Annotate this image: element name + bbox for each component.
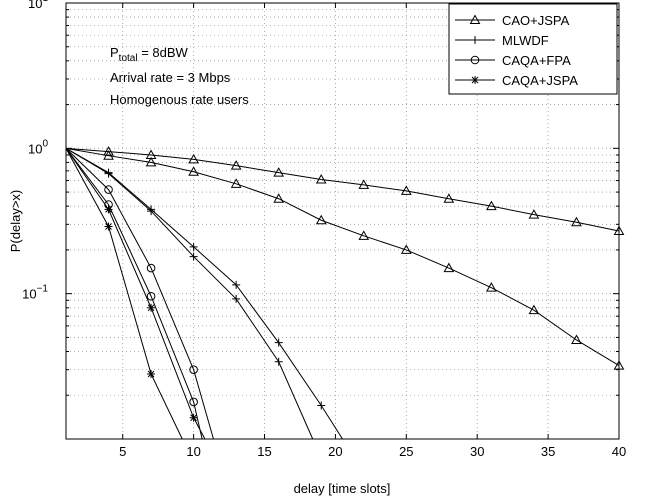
marker-triangle <box>528 209 540 219</box>
y-tick-label-exponent: 1 <box>42 0 48 4</box>
series-line <box>65 147 343 440</box>
marker-plus <box>189 242 198 251</box>
marker-triangle <box>273 193 285 203</box>
series-line <box>65 147 620 232</box>
y-tick-label-exponent: 0 <box>42 138 48 149</box>
series-line <box>65 147 620 367</box>
marker-triangle <box>230 160 242 170</box>
marker-triangle <box>528 304 540 315</box>
marker-star <box>189 413 198 422</box>
marker-triangle <box>469 14 481 24</box>
y-tick-label-base: 10 <box>28 0 42 11</box>
marker-star <box>147 303 156 312</box>
marker-triangle <box>400 244 412 254</box>
marker-plus <box>232 280 241 289</box>
marker-plus <box>317 401 326 410</box>
marker-plus <box>189 252 198 261</box>
x-tick-label: 40 <box>612 444 626 459</box>
y-tick-labels: 10−1100101 <box>22 0 48 302</box>
annotation-arrival-rate: Arrival rate = 3 Mbps <box>110 70 231 85</box>
y-tick-label-exponent: −1 <box>37 284 49 295</box>
marker-triangle <box>273 167 285 177</box>
marker-triangle <box>571 216 582 227</box>
series-line <box>65 147 214 440</box>
marker-circle <box>104 185 113 194</box>
legend-item-mlwdf: MLWDF <box>455 33 549 48</box>
marker-plus <box>274 357 283 366</box>
x-axis-label: delay [time slots] <box>294 481 391 496</box>
y-tick-label-base: 10 <box>22 287 36 302</box>
x-tick-labels: 5 10 15 20 25 30 35 40 <box>119 444 626 459</box>
marker-star <box>104 222 113 231</box>
x-tick-label: 15 <box>257 444 271 459</box>
x-tick-label: 5 <box>119 444 126 459</box>
marker-triangle <box>145 156 157 167</box>
marker-triangle <box>443 262 455 273</box>
legend: CAO+JSPA MLWDF CAQA+FPA CAQA+JSPA <box>448 3 618 95</box>
series-caqa-jspa <box>65 148 183 440</box>
series-caqa-jspa <box>65 148 206 440</box>
legend-label: CAQA+FPA <box>502 53 571 68</box>
y-tick-label: 10−1 <box>22 284 48 302</box>
marker-triangle <box>400 185 412 195</box>
annotation-ptotal-subscript: total <box>119 53 138 64</box>
x-tick-label: 10 <box>186 444 200 459</box>
marker-star <box>104 205 113 214</box>
series-line <box>65 148 183 440</box>
axis-ticks <box>66 3 620 439</box>
marker-circle <box>146 291 156 301</box>
series-line <box>65 148 203 440</box>
marker-circle <box>470 55 480 65</box>
marker-plus <box>104 169 113 178</box>
marker-triangle <box>230 178 242 188</box>
marker-plus <box>274 338 283 347</box>
x-tick-label: 35 <box>541 444 555 459</box>
marker-circle <box>189 397 198 407</box>
y-axis-label: P(delay>x) <box>8 190 23 253</box>
marker-circle <box>146 263 156 273</box>
marker-triangle <box>103 146 114 156</box>
annotation-ptotal-value: = 8dBW <box>138 45 189 60</box>
marker-triangle <box>188 166 199 176</box>
marker-plus <box>471 36 479 44</box>
marker-plus <box>147 207 156 216</box>
series-group <box>65 146 625 440</box>
marker-triangle <box>571 334 582 344</box>
marker-triangle <box>358 179 370 189</box>
y-tick-label: 100 <box>28 138 48 156</box>
marker-plus <box>232 294 241 303</box>
marker-triangle <box>486 282 497 292</box>
series-cao-jspa <box>65 146 625 235</box>
plot-frame <box>65 2 620 440</box>
marker-star <box>471 76 479 84</box>
annotation-ptotal: Ptotal = 8dBW <box>110 45 189 64</box>
marker-triangle <box>358 230 370 240</box>
annotation-group: Ptotal = 8dBW Arrival rate = 3 Mbps Homo… <box>110 45 249 107</box>
marker-circle <box>189 365 198 374</box>
series-mlwdf <box>65 147 314 440</box>
y-tick-label-base: 10 <box>28 141 42 156</box>
legend-label: CAQA+JSPA <box>502 73 578 88</box>
legend-item-cao-jspa: CAO+JSPA <box>455 13 570 28</box>
marker-triangle <box>315 214 327 225</box>
marker-triangle <box>103 150 114 160</box>
legend-item-caqa-jspa: CAQA+JSPA <box>455 73 578 88</box>
legend-item-caqa-fpa: CAQA+FPA <box>455 53 571 68</box>
x-tick-label: 30 <box>470 444 484 459</box>
y-tick-label: 101 <box>28 0 48 11</box>
series-caqa-fpa <box>65 147 214 440</box>
annotation-users: Homogenous rate users <box>110 92 249 107</box>
legend-label: MLWDF <box>502 33 549 48</box>
marker-triangle <box>315 174 327 184</box>
marker-star <box>147 370 156 379</box>
x-tick-label: 20 <box>328 444 342 459</box>
marker-triangle <box>188 153 199 164</box>
series-cao-jspa <box>65 147 625 370</box>
marker-triangle <box>443 193 455 203</box>
legend-label: CAO+JSPA <box>502 13 570 28</box>
marker-triangle <box>486 200 497 211</box>
x-tick-label: 25 <box>399 444 413 459</box>
annotation-ptotal-base: P <box>110 45 119 60</box>
